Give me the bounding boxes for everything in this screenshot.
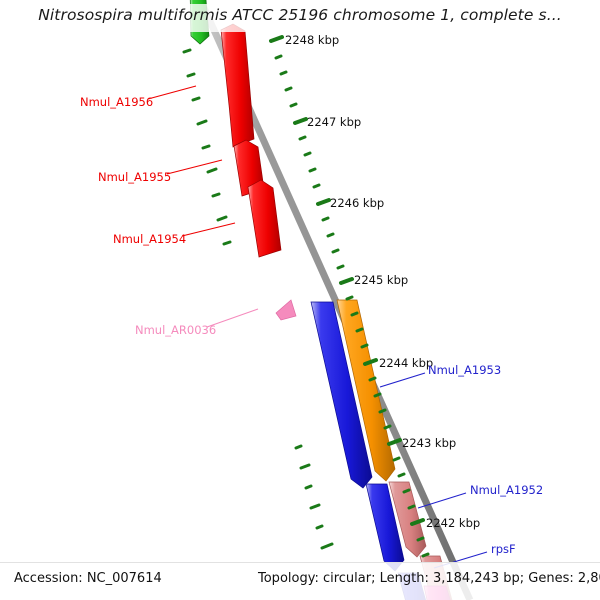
tick-label-2244: 2244 kbp (379, 356, 434, 370)
feature-Nmul_A1954[interactable] (247, 179, 282, 258)
feature-label-Nmul_A1953[interactable]: Nmul_A1953 (428, 363, 502, 377)
tick-label-2248: 2248 kbp (285, 33, 340, 47)
feature-Nmul_AR0036[interactable] (275, 299, 297, 321)
leader-Nmul_A1952 (417, 492, 467, 509)
leader-Nmul_A1955 (166, 159, 223, 175)
feature-label-Nmul_A1954[interactable]: Nmul_A1954 (113, 232, 187, 246)
feature-Nmul_A1956[interactable] (220, 23, 255, 148)
leader-Nmul_AR0036 (206, 308, 259, 328)
feature-label-Nmul_A1956[interactable]: Nmul_A1956 (80, 95, 154, 109)
tick-label-2243: 2243 kbp (402, 436, 457, 450)
sequence-stats-label: Topology: circular; Length: 3,184,243 bp… (258, 571, 600, 586)
leader-Nmul_A1956 (147, 85, 197, 100)
ruler-tick-marks (182, 35, 430, 558)
tick-label-2246: 2246 kbp (330, 196, 385, 210)
feature-Nmul_A1955[interactable] (233, 139, 265, 197)
leader-Nmul_A1953 (379, 372, 426, 388)
feature-orange-unlabeled[interactable] (336, 299, 396, 482)
leader-Nmul_A1954 (181, 222, 236, 237)
accession-label: Accession: NC_007614 (14, 571, 162, 586)
feature-group-reverse[interactable] (189, 0, 297, 321)
footer-divider (0, 562, 600, 563)
feature-label-Nmul_A1952[interactable]: Nmul_A1952 (470, 483, 544, 497)
feature-salmon-unlabeled[interactable] (388, 481, 427, 558)
page-title: Nitrosospira multiformis ATCC 25196 chro… (38, 6, 562, 24)
feature-group-forward[interactable] (310, 299, 454, 600)
feature-label-Nmul_AR0036[interactable]: Nmul_AR0036 (135, 323, 217, 337)
feature-label-rpsF[interactable]: rpsF (491, 542, 516, 556)
tick-label-2242: 2242 kbp (426, 516, 481, 530)
tick-label-2245: 2245 kbp (354, 273, 409, 287)
tick-label-2247: 2247 kbp (307, 115, 362, 129)
footer-backdrop (0, 562, 600, 600)
feature-label-Nmul_A1955[interactable]: Nmul_A1955 (98, 170, 172, 184)
feature-Nmul_A1953[interactable] (310, 301, 373, 489)
